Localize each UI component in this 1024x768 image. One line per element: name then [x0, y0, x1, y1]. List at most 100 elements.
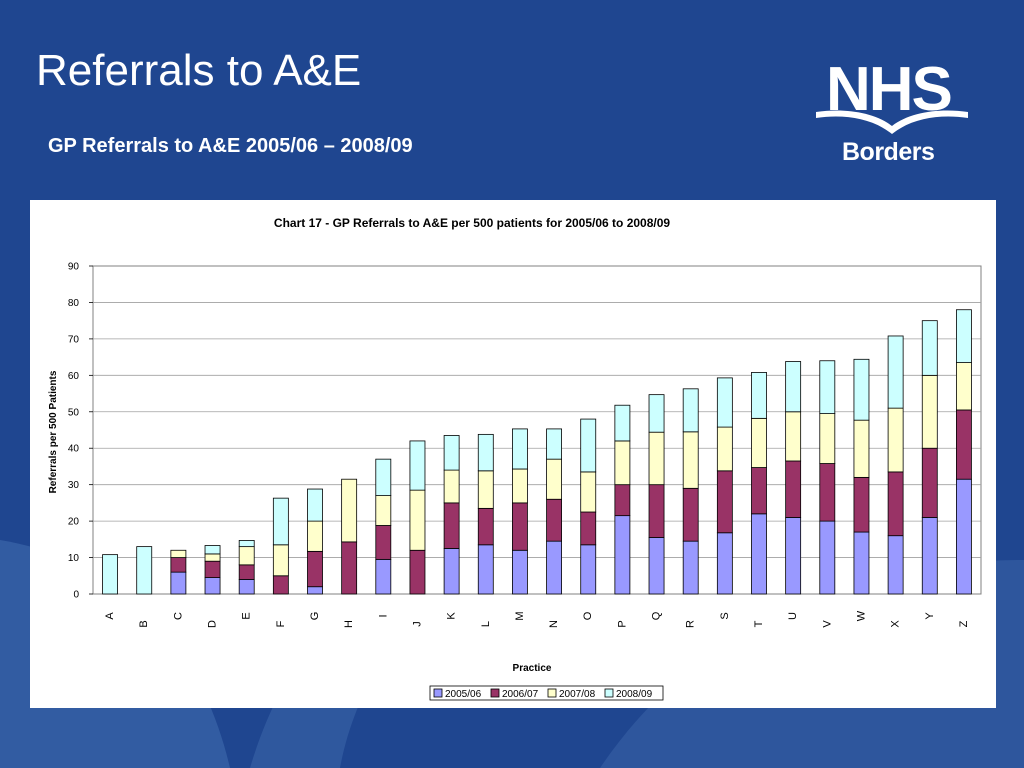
- x-tick-label-R: R: [685, 620, 697, 628]
- x-tick-label-M: M: [514, 611, 526, 620]
- bar-segment-N-2008-09: [546, 428, 562, 460]
- y-tick-label: 70: [68, 334, 80, 345]
- x-tick-label-W: W: [855, 610, 867, 621]
- y-tick-label: 90: [68, 262, 80, 273]
- bar-segment-K-2008-09: [443, 435, 460, 471]
- bar-segment-M-2006-07: [512, 502, 528, 551]
- bar-segment-N-2006-07: [546, 498, 562, 542]
- bar-segment-L-2005-06: [477, 544, 494, 595]
- legend-label-2005-06: 2005/06: [445, 689, 482, 700]
- bar-segment-X-2007-08: [887, 407, 904, 473]
- bar-segment-G-2007-08: [307, 520, 323, 552]
- x-tick-label-N: N: [548, 620, 560, 628]
- bar-segment-F-2008-09: [272, 497, 289, 546]
- bar-segment-W-2006-07: [853, 476, 870, 533]
- bar-segment-X-2005-06: [887, 535, 904, 595]
- bar-segment-I-2005-06: [375, 558, 392, 595]
- bar-segment-J-2006-07: [409, 549, 426, 595]
- x-tick-label-Q: Q: [651, 611, 663, 620]
- y-tick-label: 50: [68, 407, 80, 418]
- x-tick-label-H: H: [343, 620, 355, 628]
- bar-segment-W-2008-09: [853, 358, 870, 421]
- x-tick-label-X: X: [890, 620, 902, 628]
- x-tick-label-I: I: [377, 614, 389, 617]
- bar-segment-O-2007-08: [580, 471, 597, 513]
- x-tick-label-K: K: [446, 612, 458, 620]
- bar-segment-S-2005-06: [716, 532, 733, 595]
- bar-segment-L-2006-07: [477, 507, 494, 546]
- bar-segment-Q-2007-08: [648, 431, 665, 486]
- bar-segment-V-2008-09: [819, 360, 836, 414]
- bar-segment-L-2007-08: [477, 470, 494, 509]
- bar-segment-E-2005-06: [238, 579, 255, 595]
- bar-segment-V-2005-06: [819, 520, 836, 595]
- bar-segment-L-2008-09: [477, 433, 494, 472]
- bar-segment-S-2006-07: [716, 470, 733, 534]
- y-tick-label: 20: [68, 517, 80, 528]
- bar-segment-G-2005-06: [307, 586, 323, 595]
- bar-segment-I-2006-07: [375, 525, 392, 560]
- bar-segment-X-2006-07: [887, 471, 904, 537]
- bar-segment-Q-2006-07: [648, 484, 665, 538]
- bar-segment-U-2005-06: [785, 517, 802, 595]
- bar-segment-T-2008-09: [751, 372, 767, 419]
- y-tick-label: 0: [73, 590, 79, 601]
- bar-segment-U-2006-07: [785, 460, 802, 518]
- bar-segment-S-2008-09: [716, 377, 733, 428]
- bar-segment-X-2008-09: [887, 335, 904, 409]
- legend-swatch-2006-07: [490, 688, 500, 698]
- x-tick-label-G: G: [309, 612, 321, 621]
- bar-segment-Z-2008-09: [956, 309, 972, 363]
- bar-segment-I-2007-08: [375, 495, 392, 526]
- bar-segment-S-2007-08: [716, 426, 733, 472]
- bar-segment-G-2006-07: [307, 550, 323, 588]
- bar-segment-E-2008-09: [238, 540, 255, 548]
- bar-segment-O-2006-07: [580, 511, 597, 546]
- x-tick-label-C: C: [172, 612, 184, 620]
- bar-segment-K-2007-08: [443, 469, 460, 504]
- y-tick-label: 60: [68, 371, 80, 382]
- bar-segment-M-2005-06: [512, 549, 528, 595]
- bar-segment-W-2005-06: [853, 531, 870, 595]
- x-tick-label-B: B: [138, 620, 150, 627]
- bar-segment-U-2007-08: [785, 411, 802, 462]
- bar-segment-C-2006-07: [170, 557, 187, 573]
- bar-segment-I-2008-09: [375, 458, 392, 496]
- bar-segment-K-2006-07: [443, 502, 460, 549]
- bar-segment-Y-2005-06: [921, 517, 938, 595]
- legend-swatch-2005-06: [433, 688, 443, 698]
- bar-segment-R-2007-08: [682, 431, 699, 489]
- bar-segment-R-2008-09: [682, 388, 699, 433]
- x-tick-label-U: U: [787, 612, 799, 620]
- bar-segment-T-2007-08: [751, 417, 767, 468]
- x-tick-label-D: D: [207, 620, 219, 628]
- bar-segment-T-2006-07: [751, 467, 767, 515]
- logo-borders-text: Borders: [842, 138, 935, 166]
- x-tick-label-Z: Z: [958, 620, 970, 627]
- bar-segment-Q-2005-06: [648, 537, 665, 595]
- y-tick-label: 30: [68, 480, 80, 491]
- x-axis-label: Practice: [513, 663, 552, 674]
- bar-segment-P-2007-08: [614, 440, 631, 486]
- bar-segment-D-2006-07: [204, 560, 221, 579]
- legend-label-2006-07: 2006/07: [502, 689, 539, 700]
- bar-segment-P-2005-06: [614, 515, 631, 595]
- bar-segment-Y-2008-09: [921, 320, 938, 376]
- bar-segment-Z-2005-06: [956, 478, 972, 595]
- bar-segment-A-2008-09: [102, 554, 118, 595]
- y-tick-label: 40: [68, 444, 80, 455]
- bar-segment-D-2005-06: [204, 577, 221, 595]
- bar-segment-G-2008-09: [307, 488, 323, 522]
- x-tick-label-A: A: [104, 612, 116, 620]
- legend-label-2008-09: 2008/09: [616, 689, 653, 700]
- bar-segment-O-2008-09: [580, 418, 597, 473]
- bar-segment-Y-2007-08: [921, 374, 938, 449]
- x-tick-label-P: P: [616, 620, 628, 627]
- chart-title: Chart 17 - GP Referrals to A&E per 500 p…: [274, 216, 670, 230]
- x-tick-label-L: L: [480, 621, 492, 627]
- x-tick-label-J: J: [411, 621, 423, 627]
- x-tick-label-E: E: [241, 612, 253, 619]
- bar-segment-R-2006-07: [682, 487, 699, 542]
- bar-segment-J-2007-08: [409, 489, 426, 551]
